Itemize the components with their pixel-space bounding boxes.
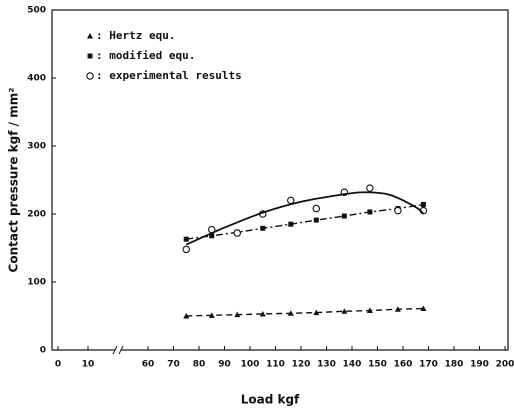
x-tick-label: 170 [419,360,438,370]
marker [183,236,189,242]
marker [366,184,374,192]
plot-frame [51,9,509,351]
legend-marker [87,33,93,39]
marker [260,225,266,231]
x-tick-label: 140 [343,360,362,370]
marker [341,213,347,219]
marker [287,196,295,205]
marker [183,313,190,319]
x-tick-label: 160 [394,360,413,370]
marker [313,217,319,223]
marker [287,310,294,316]
marker [234,311,241,318]
y-tick-label: 500 [27,6,46,16]
x-tick-label: 200 [496,360,514,370]
x-tick-label: 10 [82,360,95,370]
marker [394,206,402,215]
y-axis-label: Contact pressure kgf / mm² [7,88,21,273]
marker [367,209,373,215]
y-tick-label: 0 [40,346,46,356]
x-axis-label: Load kgf [241,393,300,407]
y-tick-label: 200 [27,210,46,220]
axis-break [118,345,124,355]
marker [182,245,191,254]
legend-label: : modified equ. [96,49,195,62]
x-tick-label: 0 [55,360,61,370]
marker [394,306,401,312]
legend-marker [86,72,94,80]
marker [288,221,294,227]
x-tick-label: 150 [368,360,387,370]
marker [313,309,320,316]
series-line [185,191,425,246]
x-tick-label: 120 [292,360,311,370]
marker [341,308,348,314]
y-tick-label: 400 [27,74,46,84]
x-tick-label: 100 [241,360,260,370]
x-tick-label: 60 [142,360,155,370]
marker [233,229,242,237]
series-line [186,307,424,317]
x-tick-label: 110 [266,360,285,370]
legend-marker [87,53,93,59]
marker [312,204,321,213]
marker [208,312,215,318]
x-tick-label: 80 [193,360,206,370]
axis-break-gap [115,346,121,354]
marker [366,307,373,314]
axis-break [112,345,118,355]
x-tick-label: 130 [317,360,336,370]
x-tick-label: 180 [445,360,464,370]
marker [259,310,266,317]
legend-label: : experimental results [96,69,242,82]
marker [420,305,427,312]
x-tick-label: 190 [470,360,489,370]
x-tick-label: 70 [167,360,180,370]
y-tick-label: 300 [27,142,46,152]
y-tick-label: 100 [27,278,46,288]
marker [420,201,426,207]
marker [209,233,215,239]
series-line [186,203,424,240]
x-tick-label: 90 [218,360,231,370]
legend-label: : Hertz equ. [96,29,175,42]
